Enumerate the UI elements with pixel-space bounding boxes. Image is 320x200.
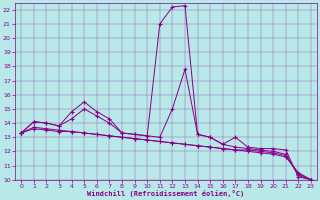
X-axis label: Windchill (Refroidissement éolien,°C): Windchill (Refroidissement éolien,°C) [87,190,245,197]
